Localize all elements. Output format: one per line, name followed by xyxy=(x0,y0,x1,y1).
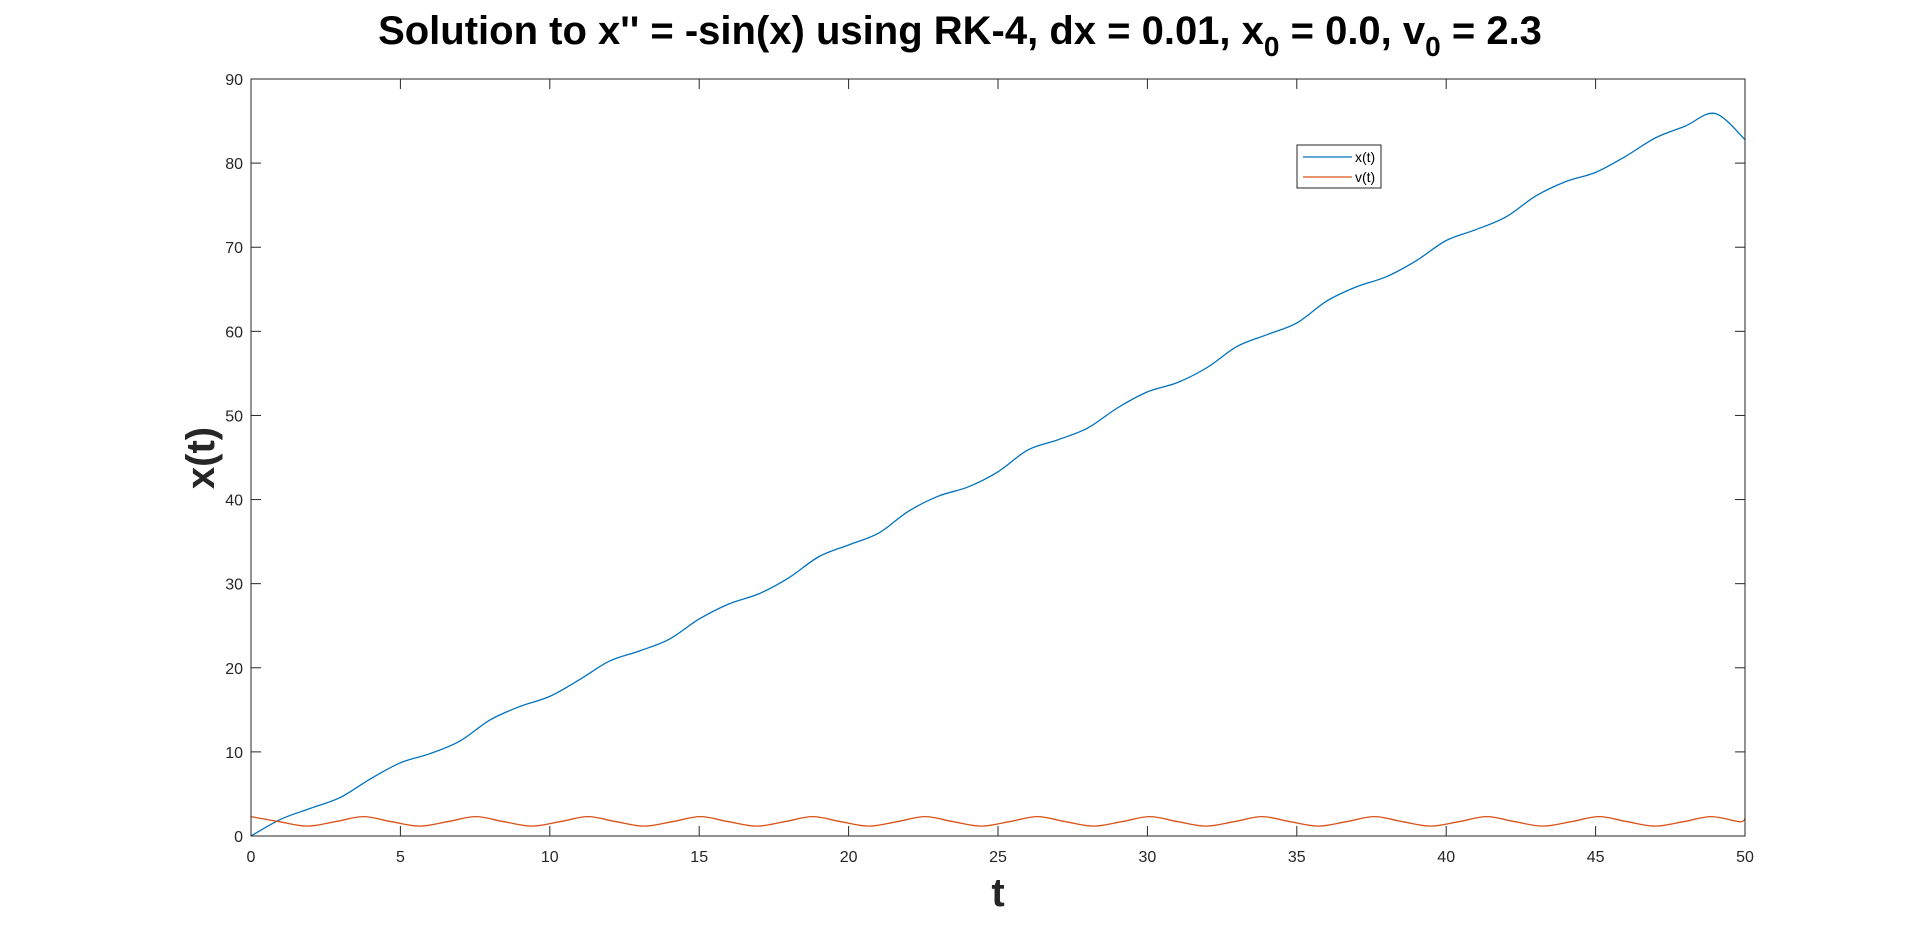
y-tick-label: 40 xyxy=(225,493,243,510)
x-tick-label: 10 xyxy=(541,849,559,866)
title-sub-x0: 0 xyxy=(1264,31,1280,62)
x-tick-label: 35 xyxy=(1288,849,1306,866)
legend: x(t) v(t) xyxy=(1296,144,1382,189)
x-tick-label: 25 xyxy=(989,849,1007,866)
series-layer xyxy=(250,112,1746,837)
y-tick-label: 80 xyxy=(225,156,243,173)
y-tick-label: 90 xyxy=(225,72,243,89)
y-tick-label: 60 xyxy=(225,324,243,341)
legend-box xyxy=(1296,144,1382,189)
x-tick-label: 15 xyxy=(690,849,708,866)
y-tick-label: 0 xyxy=(234,829,243,846)
x-tick-label: 50 xyxy=(1736,849,1754,866)
plot-background xyxy=(251,79,1745,836)
title-end: = 2.3 xyxy=(1441,9,1542,53)
title-main: Solution to x'' = -sin(x) using RK-4, dx… xyxy=(378,9,1264,53)
legend-label-v: v(t) xyxy=(1355,169,1375,185)
title-sub-v0: 0 xyxy=(1425,31,1441,62)
plot-frame xyxy=(250,78,1746,837)
y-tick-label: 20 xyxy=(225,661,243,678)
plot-area: 0 5 10 15 20 25 30 35 40 45 50 0 10 20 30 40 50 60 70 80 90 xyxy=(225,72,1754,866)
y-axis-label: x(t) xyxy=(179,427,223,489)
series-line-v xyxy=(250,816,1746,827)
y-tick-label: 70 xyxy=(225,240,243,257)
title-mid: = 0.0, v xyxy=(1279,9,1425,53)
y-tick-label: 10 xyxy=(225,745,243,762)
x-tick-label: 40 xyxy=(1437,849,1455,866)
x-tick-label: 0 xyxy=(247,849,256,866)
y-tick-label: 50 xyxy=(225,408,243,425)
x-tick-label: 20 xyxy=(840,849,858,866)
y-tick-label: 30 xyxy=(225,577,243,594)
series-line-x xyxy=(250,112,1746,837)
x-tick-label: 45 xyxy=(1587,849,1605,866)
x-tick-label: 30 xyxy=(1139,849,1157,866)
tick-layer: 0 5 10 15 20 25 30 35 40 45 50 0 10 20 30 40 50 60 70 80 90 xyxy=(225,72,1754,866)
chart-title: Solution to x'' = -sin(x) using RK-4, dx… xyxy=(378,9,1542,62)
x-tick-label: 5 xyxy=(396,849,405,866)
x-axis-label: t xyxy=(991,871,1004,915)
legend-label-x: x(t) xyxy=(1355,149,1375,165)
